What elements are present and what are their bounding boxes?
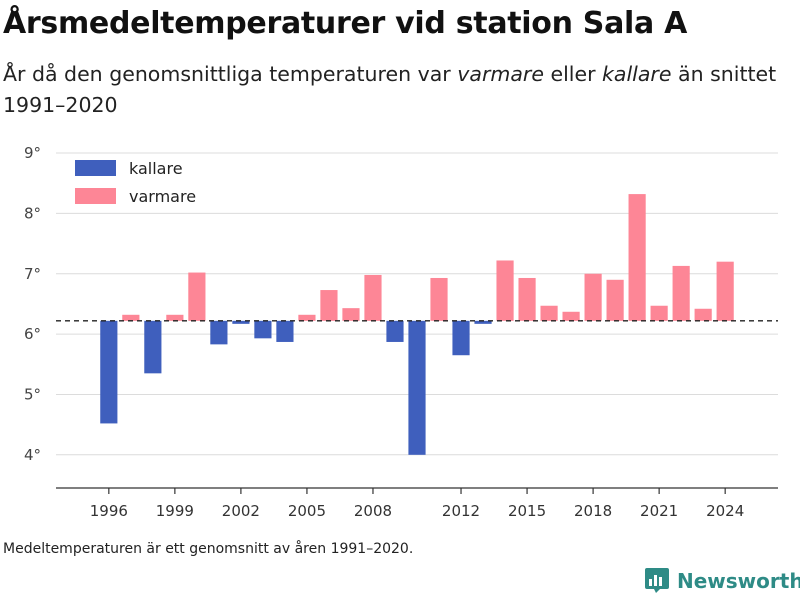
newsworthy-logo[interactable]: Newsworthy: [644, 567, 800, 594]
bar: [496, 260, 514, 321]
x-tick-label: 2002: [222, 502, 260, 520]
newsworthy-logo-icon: [645, 568, 669, 593]
y-tick-label: 5°: [24, 385, 41, 403]
bar: [606, 279, 624, 321]
bar: [628, 194, 646, 321]
x-tick-label: 2018: [574, 502, 612, 520]
legend-label: kallare: [129, 159, 183, 178]
legend-swatch: [75, 160, 116, 176]
bar: [342, 308, 360, 321]
logo-text: Newsworthy: [677, 568, 800, 593]
y-tick-label: 7°: [24, 265, 41, 283]
bar: [386, 320, 404, 342]
bar: [518, 277, 536, 321]
bar: [672, 265, 690, 321]
y-tick-label: 4°: [24, 446, 41, 464]
bar: [254, 320, 272, 339]
bar: [100, 320, 118, 424]
bar: [188, 272, 206, 321]
x-tick-label: 2021: [640, 502, 678, 520]
x-tick-label: 1996: [90, 502, 128, 520]
y-tick-label: 8°: [24, 204, 41, 222]
bar: [430, 277, 448, 321]
bar: [144, 320, 162, 374]
y-tick-label: 9°: [24, 144, 41, 162]
footnote: Medeltemperaturen är ett genomsnitt av å…: [3, 541, 414, 557]
x-tick-label: 2015: [508, 502, 546, 520]
bar: [562, 311, 580, 321]
subtitle-part-2: eller: [543, 62, 603, 86]
bar: [650, 305, 668, 321]
subtitle-warmer-word: varmare: [457, 62, 544, 86]
chart-subtitle: År då den genomsnittliga temperaturen va…: [3, 59, 793, 121]
x-tick-label: 2005: [288, 502, 326, 520]
subtitle-part-3: än snittet 1991–2020: [3, 62, 777, 117]
bar: [210, 320, 228, 345]
bar: [232, 320, 250, 324]
x-tick-label: 2012: [442, 502, 480, 520]
subtitle-colder-word: kallare: [602, 62, 672, 86]
bar: [452, 320, 470, 356]
bar: [364, 274, 382, 321]
legend-swatch: [75, 188, 116, 204]
bar: [584, 273, 602, 321]
y-tick-label: 6°: [24, 325, 41, 343]
bar: [166, 314, 184, 321]
bar: [408, 320, 426, 455]
bar: [694, 308, 712, 321]
x-tick-label: 2008: [354, 502, 392, 520]
legend-label: varmare: [129, 187, 196, 206]
bar: [474, 320, 492, 324]
chart-title: Årsmedeltemperaturer vid station Sala A: [3, 6, 688, 41]
bar: [276, 320, 294, 342]
bar: [716, 261, 734, 321]
bar: [320, 290, 338, 321]
bar: [540, 305, 558, 321]
x-tick-label: 2024: [706, 502, 744, 520]
bar: [298, 314, 316, 321]
x-tick-label: 1999: [156, 502, 194, 520]
bar: [122, 314, 140, 321]
subtitle-part-1: År då den genomsnittliga temperaturen va…: [3, 62, 458, 86]
